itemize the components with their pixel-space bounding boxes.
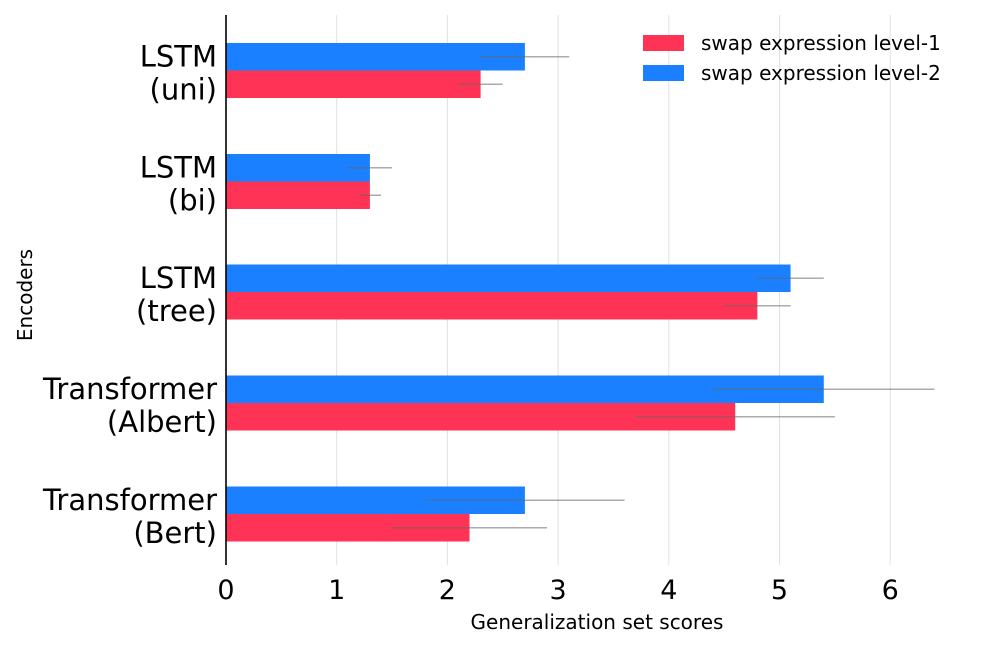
x-tick-label: 2 <box>439 575 456 606</box>
bar-series-1 <box>226 181 370 209</box>
y-tick-label: LSTM <box>140 261 217 295</box>
y-tick-label: (tree) <box>136 294 217 328</box>
x-tick-label: 6 <box>882 575 899 606</box>
legend-swatch <box>643 65 684 81</box>
x-tick-label: 1 <box>328 575 345 606</box>
bar-series-2 <box>226 154 370 182</box>
legend-label: swap expression level-2 <box>701 61 941 85</box>
x-tick-label: 0 <box>217 575 234 606</box>
legend-swatch <box>643 35 684 51</box>
bar-series-2 <box>226 264 791 292</box>
bar-series-1 <box>226 292 758 320</box>
y-tick-label: LSTM <box>140 151 217 185</box>
y-tick-label: LSTM <box>140 40 217 74</box>
x-tick-label: 5 <box>771 575 788 606</box>
y-tick-label: (Albert) <box>107 405 217 439</box>
legend: swap expression level-1 swap expression l… <box>643 31 941 85</box>
x-tick-label: 3 <box>550 575 567 606</box>
x-tick-labels: 0 1 2 3 4 5 6 <box>217 575 898 606</box>
y-tick-label: (Bert) <box>133 516 217 550</box>
y-tick-label: (uni) <box>150 73 217 107</box>
error-bars <box>347 56 935 529</box>
bar-series-2 <box>226 43 525 71</box>
x-tick-label: 4 <box>660 575 677 606</box>
x-axis-label: Generalization set scores <box>471 610 724 634</box>
y-tick-label: Transformer <box>42 483 217 517</box>
y-axis-label: Encoders <box>13 249 37 341</box>
bar-series-1 <box>226 70 481 98</box>
bars <box>226 43 824 542</box>
y-tick-labels: LSTM(uni)LSTM(bi)LSTM(tree)Transformer(A… <box>42 40 217 551</box>
y-tick-label: Transformer <box>42 372 217 406</box>
y-tick-label: (bi) <box>168 184 217 218</box>
legend-label: swap expression level-1 <box>701 31 941 55</box>
